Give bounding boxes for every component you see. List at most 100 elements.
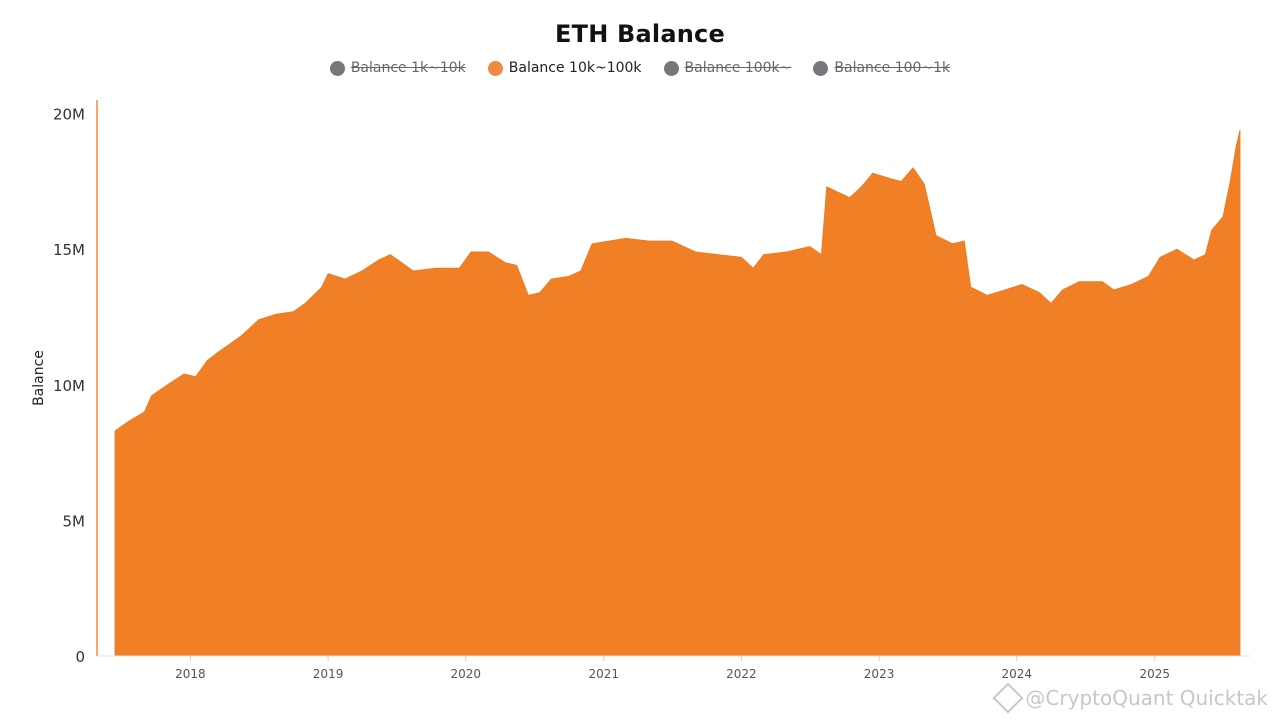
legend-item-balance-10k-100k[interactable]: Balance 10k~100k — [487, 60, 642, 76]
data-point — [1020, 282, 1024, 286]
data-point — [1158, 255, 1162, 259]
data-point — [934, 234, 938, 238]
data-point — [291, 310, 295, 314]
data-point — [142, 410, 146, 414]
x-tick-label: 2021 — [588, 667, 619, 681]
data-point — [124, 421, 128, 425]
data-point — [1210, 228, 1214, 232]
data-point — [739, 255, 743, 259]
legend-item-balance-1k-10k[interactable]: Balance 1k~10k — [329, 60, 466, 76]
data-point — [785, 250, 789, 254]
data-point — [257, 318, 261, 322]
data-point — [1003, 288, 1007, 292]
y-tick-label: 0 — [75, 648, 85, 666]
data-point — [1060, 288, 1064, 292]
data-point — [985, 293, 989, 297]
legend-label: Balance 100~1k — [834, 60, 951, 76]
data-point — [1228, 179, 1232, 183]
data-point — [825, 185, 829, 189]
data-point — [1146, 274, 1150, 278]
legend-label: Balance 1k~10k — [350, 60, 466, 76]
data-point — [819, 253, 823, 257]
data-point — [326, 272, 330, 276]
data-point — [647, 239, 651, 243]
data-point — [1077, 280, 1081, 284]
data-point — [526, 293, 530, 297]
x-tick-label: 2024 — [1001, 667, 1032, 681]
data-point — [716, 253, 720, 257]
data-point — [1192, 258, 1196, 262]
data-point — [1037, 291, 1041, 295]
data-point — [434, 266, 438, 270]
axes: 0 5M 10M 15M 20M 2018 2019 2020 2021 2022 2023 2024… — [31, 100, 1250, 681]
data-point — [486, 250, 490, 254]
data-point — [205, 358, 209, 362]
data-point — [1238, 128, 1242, 132]
data-point — [360, 269, 364, 273]
data-point — [113, 429, 117, 433]
legend-dot-icon — [813, 60, 829, 76]
data-point — [590, 242, 594, 246]
watermark: @CryptoQuant Quicktak — [992, 682, 1268, 714]
y-tick-label: 10M — [53, 377, 85, 395]
watermark-text: @CryptoQuant Quicktak — [1025, 686, 1268, 710]
data-point — [567, 274, 571, 278]
x-tick-label: 2020 — [450, 667, 481, 681]
data-point — [607, 239, 611, 243]
data-point — [859, 185, 863, 189]
data-point — [670, 239, 674, 243]
chart-legend: Balance 1k~10k Balance 10k~100k Balance … — [0, 60, 1280, 76]
data-point — [549, 277, 553, 281]
data-point — [457, 266, 461, 270]
data-point — [377, 258, 381, 262]
data-point — [1234, 144, 1238, 148]
legend-dot-icon — [663, 60, 679, 76]
data-point — [388, 253, 392, 257]
chart-title: ETH Balance — [555, 20, 725, 48]
data-point — [503, 261, 507, 265]
data-point — [751, 266, 755, 270]
data-point — [228, 342, 232, 346]
legend-label: Balance 10k~100k — [508, 60, 642, 76]
x-tick-label: 2019 — [313, 667, 344, 681]
data-point — [1221, 215, 1225, 219]
legend-dot-icon — [487, 60, 503, 76]
data-point — [469, 250, 473, 254]
x-tick-label: 2025 — [1139, 667, 1170, 681]
data-point — [165, 383, 169, 387]
data-point — [343, 277, 347, 281]
data-point — [1175, 247, 1179, 251]
binance-logo-icon — [992, 682, 1024, 714]
data-point — [1100, 280, 1104, 284]
data-point — [194, 375, 198, 379]
x-tick-label: 2022 — [726, 667, 757, 681]
legend-item-balance-100k-plus[interactable]: Balance 100k~ — [663, 60, 791, 76]
data-point — [969, 285, 973, 289]
data-point — [762, 253, 766, 257]
data-point — [951, 242, 955, 246]
data-point — [808, 245, 812, 249]
x-tick-label: 2018 — [175, 667, 206, 681]
data-point — [899, 179, 903, 183]
data-point — [239, 334, 243, 338]
data-point — [962, 239, 966, 243]
data-point — [182, 372, 186, 376]
data-point — [150, 394, 154, 398]
data-point — [274, 312, 278, 316]
data-point — [1203, 253, 1207, 257]
series-area-balance-10k-100k — [114, 129, 1241, 657]
data-point — [515, 263, 519, 267]
plot-area — [113, 128, 1242, 657]
data-point — [579, 269, 583, 273]
y-axis-label: Balance — [31, 350, 47, 406]
data-point — [871, 171, 875, 175]
data-point — [1049, 301, 1053, 305]
data-point — [538, 291, 542, 295]
y-tick-label: 5M — [63, 512, 86, 530]
data-point — [693, 250, 697, 254]
data-point — [911, 166, 915, 170]
legend-item-balance-100-1k[interactable]: Balance 100~1k — [813, 60, 950, 76]
data-point — [1112, 288, 1116, 292]
data-point — [889, 177, 893, 181]
